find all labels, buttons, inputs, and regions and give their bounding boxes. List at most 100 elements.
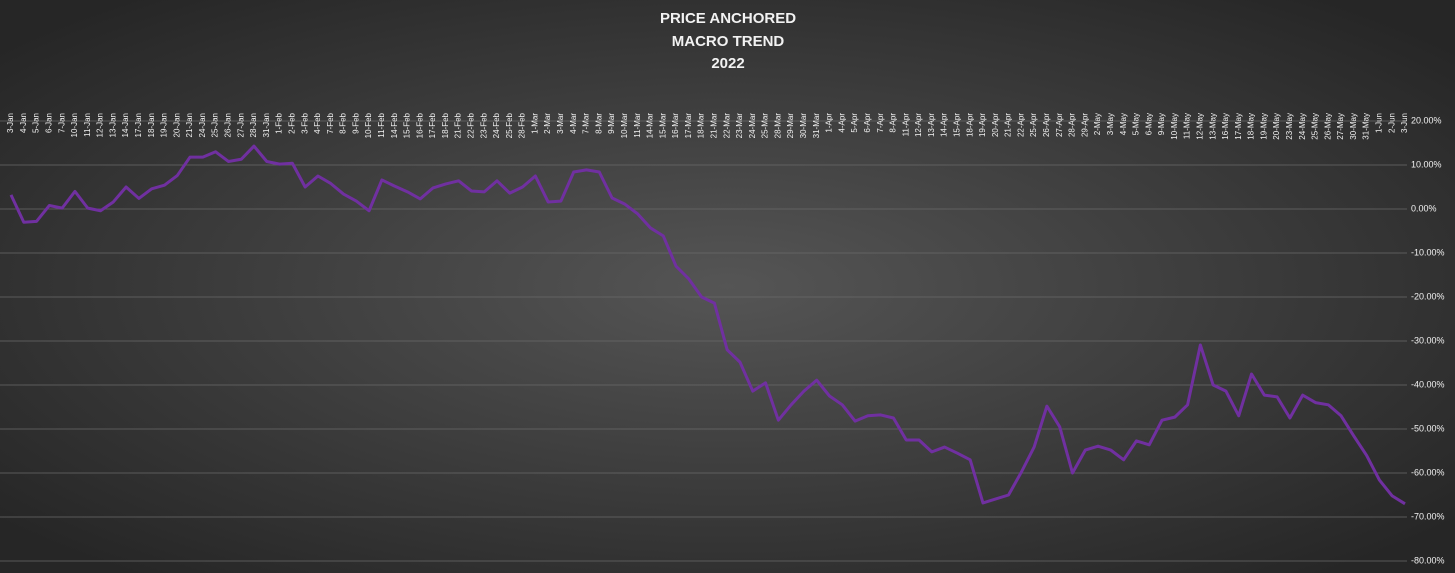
x-tick-label: 9-Feb	[351, 112, 360, 133]
x-tick-label: 10-May	[1170, 113, 1179, 140]
x-tick-label: 16-Feb	[415, 112, 424, 138]
x-tick-label: 16-Mar	[671, 113, 680, 139]
y-tick-label: -30.00%	[1411, 335, 1445, 345]
y-tick-label: 0.00%	[1411, 203, 1437, 213]
x-tick-label: 27-May	[1336, 113, 1345, 140]
x-tick-label: 10-Mar	[620, 113, 629, 139]
x-tick-label: 14-Feb	[390, 112, 399, 138]
x-tick-label: 22-Feb	[467, 112, 476, 138]
x-tick-label: 13-May	[1208, 113, 1217, 140]
x-tick-label: 8-Mar	[594, 113, 603, 134]
x-tick-label: 10-Feb	[364, 112, 373, 138]
x-tick-label: 4-Apr	[837, 113, 846, 133]
x-tick-label: 17-May	[1234, 113, 1243, 140]
x-tick-label: 6-May	[1144, 113, 1153, 135]
x-tick-label: 10-Jan	[70, 113, 79, 137]
x-tick-label: 21-Apr	[1004, 113, 1013, 137]
x-tick-label: 29-Mar	[786, 113, 795, 139]
x-tick-label: 31-May	[1362, 113, 1371, 140]
x-tick-label: 8-Feb	[339, 112, 348, 133]
x-tick-label: 26-Jan	[224, 113, 233, 137]
x-tick-label: 5-Apr	[850, 113, 859, 133]
x-tick-label: 3-May	[1106, 113, 1115, 135]
x-tick-label: 4-Mar	[569, 113, 578, 134]
y-tick-label: -60.00%	[1411, 467, 1445, 477]
x-tick-label: 2-Feb	[287, 112, 296, 133]
x-tick-label: 5-Jan	[32, 113, 41, 133]
x-tick-label: 11-Jan	[83, 113, 92, 137]
x-tick-label: 13-Jan	[108, 113, 117, 137]
x-tick-label: 28-Jan	[249, 113, 258, 137]
x-tick-label: 24-May	[1298, 113, 1307, 140]
x-tick-label: 26-May	[1323, 113, 1332, 140]
x-tick-label: 7-Feb	[326, 112, 335, 133]
x-tick-label: 23-May	[1285, 113, 1294, 140]
x-tick-label: 15-Apr	[952, 113, 961, 137]
x-tick-label: 14-Apr	[940, 113, 949, 137]
x-tick-label: 9-Mar	[607, 113, 616, 134]
x-tick-label: 13-Apr	[927, 113, 936, 137]
x-tick-label: 11-Feb	[377, 112, 386, 137]
x-tick-label: 19-Apr	[978, 113, 987, 137]
x-tick-label: 24-Mar	[748, 113, 757, 139]
x-tick-label: 23-Mar	[735, 113, 744, 139]
chart-title: 2022	[711, 55, 744, 72]
x-tick-label: 4-Jan	[19, 113, 28, 133]
x-tick-label: 2-Jun	[1387, 113, 1396, 133]
x-tick-label: 22-Mar	[722, 113, 731, 139]
x-tick-label: 17-Feb	[428, 112, 437, 138]
x-tick-label: 19-May	[1259, 113, 1268, 140]
x-tick-label: 31-Mar	[812, 113, 821, 139]
x-tick-label: 30-Mar	[799, 113, 808, 139]
x-tick-label: 6-Apr	[863, 113, 872, 133]
x-tick-label: 31-Jan	[262, 113, 271, 137]
x-tick-label: 17-Mar	[684, 113, 693, 139]
x-tick-label: 18-Apr	[965, 113, 974, 137]
x-tick-label: 18-May	[1247, 113, 1256, 140]
x-tick-label: 22-Apr	[1016, 113, 1025, 137]
y-tick-label: 20.00%	[1411, 115, 1442, 125]
x-tick-label: 3-Jun	[1400, 113, 1409, 133]
y-tick-label: -50.00%	[1411, 423, 1445, 433]
x-tick-label: 5-May	[1132, 113, 1141, 135]
x-tick-label: 21-Mar	[710, 113, 719, 139]
chart-title: MACRO TREND	[672, 33, 785, 50]
x-tick-label: 17-Jan	[134, 113, 143, 137]
x-tick-label: 28-Mar	[773, 113, 782, 139]
x-tick-label: 14-Jan	[121, 113, 130, 137]
x-tick-label: 9-May	[1157, 113, 1166, 135]
x-tick-label: 26-Apr	[1042, 113, 1051, 137]
x-tick-label: 30-May	[1349, 113, 1358, 140]
x-tick-label: 1-Mar	[530, 113, 539, 134]
x-tick-label: 12-May	[1195, 113, 1204, 140]
chart-title: PRICE ANCHORED	[660, 10, 796, 27]
x-tick-label: 21-Feb	[454, 112, 463, 138]
x-tick-label: 15-Feb	[403, 112, 412, 138]
x-tick-label: 25-Apr	[1029, 113, 1038, 137]
x-tick-label: 20-Jan	[172, 113, 181, 137]
x-tick-label: 20-Apr	[991, 113, 1000, 137]
x-tick-label: 15-Mar	[658, 113, 667, 139]
x-tick-label: 3-Feb	[300, 112, 309, 133]
x-tick-label: 16-May	[1221, 113, 1230, 140]
x-tick-label: 21-Jan	[185, 113, 194, 137]
y-tick-label: -40.00%	[1411, 379, 1445, 389]
x-tick-label: 25-Mar	[761, 113, 770, 139]
x-tick-label: 4-May	[1119, 113, 1128, 135]
x-tick-label: 25-May	[1311, 113, 1320, 140]
x-tick-label: 6-Jan	[44, 113, 53, 133]
x-tick-label: 28-Apr	[1068, 113, 1077, 137]
x-tick-label: 1-Feb	[275, 112, 284, 133]
x-tick-label: 20-May	[1272, 113, 1281, 140]
x-tick-label: 29-Apr	[1080, 113, 1089, 137]
y-tick-label: -20.00%	[1411, 291, 1445, 301]
x-tick-label: 7-Apr	[876, 113, 885, 133]
y-tick-label: -10.00%	[1411, 247, 1445, 257]
y-tick-label: -70.00%	[1411, 511, 1445, 521]
x-tick-label: 18-Jan	[147, 113, 156, 137]
x-tick-label: 23-Feb	[479, 112, 488, 138]
x-tick-label: 27-Jan	[236, 113, 245, 137]
x-tick-label: 24-Feb	[492, 112, 501, 138]
